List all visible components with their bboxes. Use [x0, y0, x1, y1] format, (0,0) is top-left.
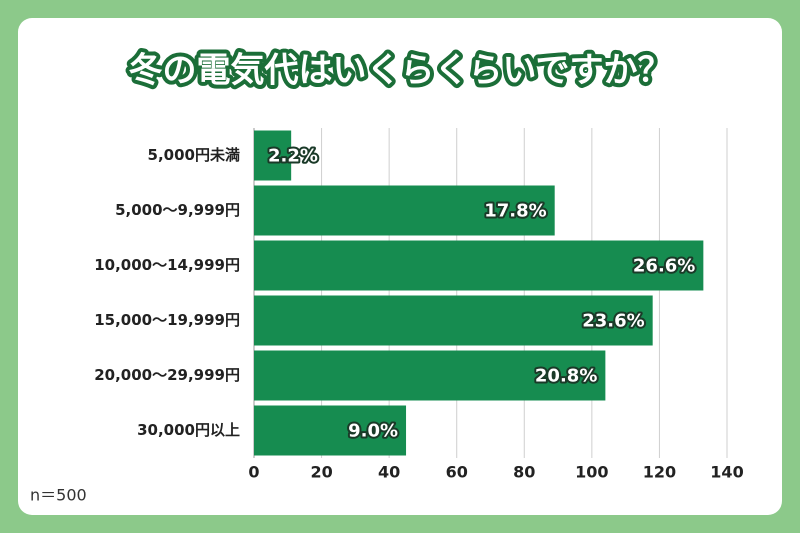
value-label: 20.8% — [535, 366, 597, 387]
bar — [254, 240, 704, 291]
bar — [254, 405, 407, 456]
x-tick-label: 100 — [575, 463, 608, 482]
x-tick-label: 120 — [643, 463, 676, 482]
sample-note: n＝500 — [30, 486, 87, 505]
y-tick-label: 10,000〜14,999円 — [94, 256, 240, 274]
y-tick-label: 5,000円未満 — [148, 146, 240, 164]
bar — [254, 295, 653, 346]
y-tick-label: 15,000〜19,999円 — [94, 311, 240, 329]
value-label: 26.6% — [633, 256, 695, 277]
value-label: 23.6% — [582, 311, 644, 332]
bar — [254, 185, 555, 236]
x-tick-label: 80 — [513, 463, 535, 482]
bar — [254, 130, 292, 181]
chart-title: 冬の電気代はいくらくらいですか？ — [129, 51, 672, 91]
x-tick-label: 0 — [248, 463, 259, 482]
y-tick-label: 5,000〜9,999円 — [115, 201, 240, 219]
bar — [254, 350, 606, 401]
value-label: 9.0% — [348, 421, 398, 442]
value-label: 2.2% — [268, 146, 318, 167]
x-tick-label: 20 — [310, 463, 332, 482]
x-tick-label: 140 — [710, 463, 743, 482]
y-tick-label: 30,000円以上 — [137, 421, 240, 439]
y-tick-label: 20,000〜29,999円 — [94, 366, 240, 384]
x-tick-label: 40 — [378, 463, 400, 482]
value-label: 17.8% — [484, 201, 546, 222]
x-tick-label: 60 — [446, 463, 468, 482]
